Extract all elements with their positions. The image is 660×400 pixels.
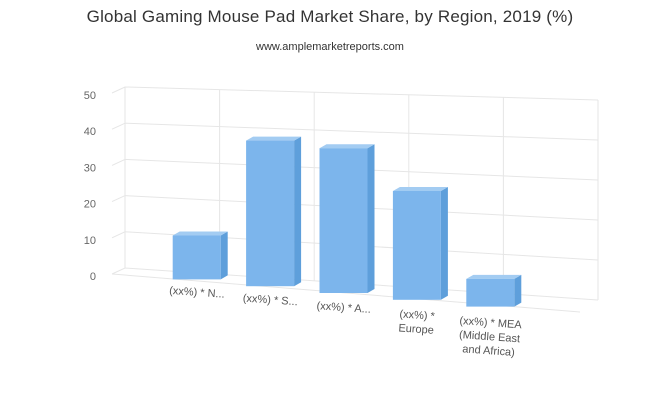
x-category-label: (xx%) * MEA(Middle Eastand Africa) — [457, 315, 523, 359]
bar — [319, 144, 375, 293]
bar-top — [319, 144, 375, 149]
y-tick-label: 30 — [84, 162, 96, 174]
x-category-label: (xx%) * S... — [242, 293, 298, 309]
y-axis-ticks: 0 10 20 30 40 50 — [84, 90, 96, 283]
bar — [392, 186, 448, 300]
x-category-label: (xx%) *Europe — [398, 308, 436, 336]
bar-front — [246, 140, 295, 287]
bar-side — [220, 231, 228, 280]
bar-front — [392, 190, 441, 300]
gridline — [111, 122, 599, 141]
bar-top — [466, 274, 522, 279]
bar-side — [294, 136, 302, 287]
bar-front — [319, 148, 368, 293]
gridline — [111, 86, 599, 101]
chart-title: Global Gaming Mouse Pad Market Share, by… — [86, 7, 574, 26]
bar-top — [172, 231, 228, 236]
y-tick-label: 10 — [84, 235, 96, 247]
y-tick-label: 20 — [84, 199, 96, 211]
x-category-label: (xx%) * A... — [316, 300, 371, 316]
y-tick-label: 0 — [90, 271, 96, 283]
x-axis-labels: (xx%) * N... (xx%) * S... (xx%) * A... (xx%… — [169, 285, 523, 359]
bar — [466, 274, 522, 307]
bar-front — [172, 235, 221, 280]
y-tick-label: 40 — [84, 126, 96, 138]
bar-front — [466, 278, 515, 307]
bar-top — [246, 136, 302, 141]
bar-side — [367, 144, 375, 293]
bar-side — [440, 186, 448, 300]
x-category-label: (xx%) * N... — [169, 285, 225, 301]
bar — [172, 231, 228, 280]
bars — [172, 136, 522, 307]
chart-subtitle: www.amplemarketreports.com — [256, 41, 404, 53]
bar — [246, 136, 302, 287]
y-tick-label: 50 — [84, 90, 96, 102]
bar-side — [514, 274, 522, 307]
bar-top — [392, 186, 448, 191]
